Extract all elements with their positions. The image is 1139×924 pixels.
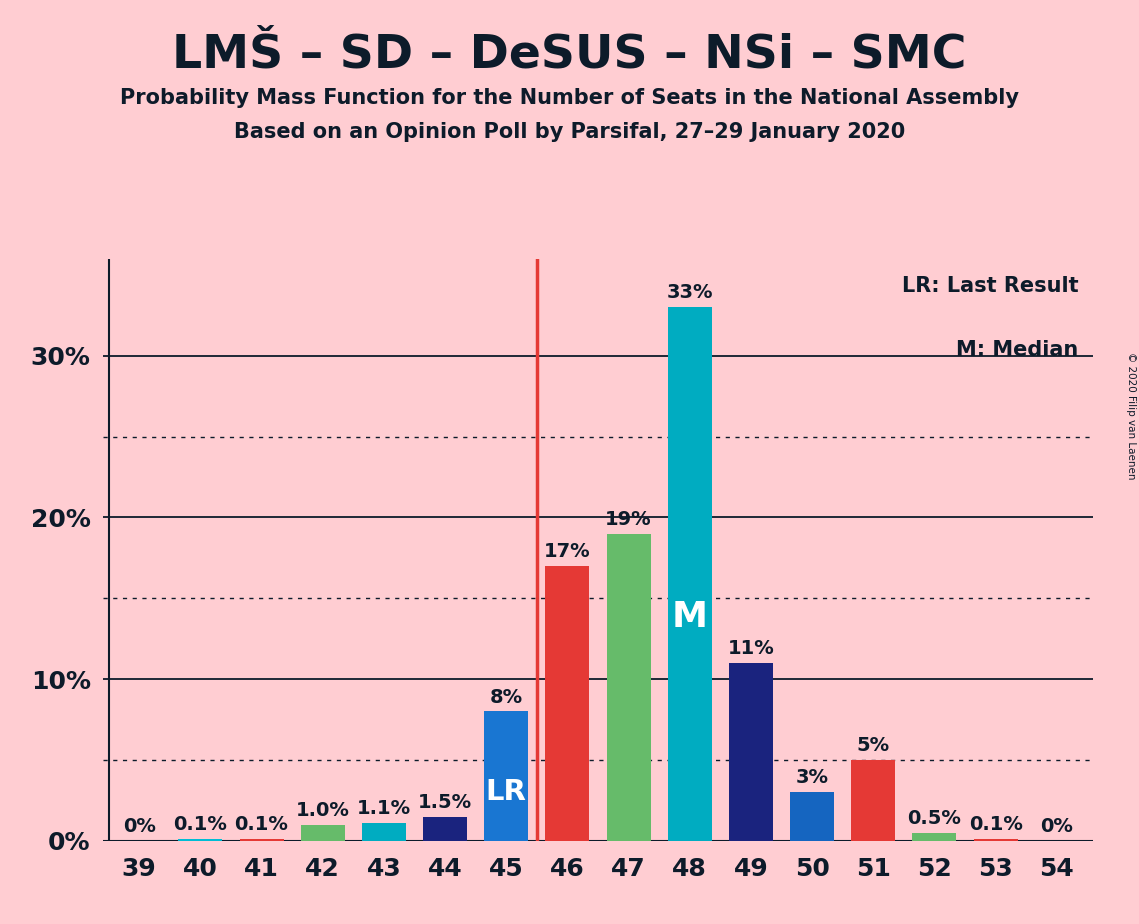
Text: LR: Last Result: LR: Last Result bbox=[902, 276, 1079, 297]
Text: 5%: 5% bbox=[857, 736, 890, 755]
Text: Based on an Opinion Poll by Parsifal, 27–29 January 2020: Based on an Opinion Poll by Parsifal, 27… bbox=[233, 122, 906, 142]
Text: M: Median: M: Median bbox=[957, 340, 1079, 360]
Bar bbox=[423, 817, 467, 841]
Text: 1.1%: 1.1% bbox=[357, 799, 411, 819]
Text: © 2020 Filip van Laenen: © 2020 Filip van Laenen bbox=[1126, 352, 1136, 480]
Bar bbox=[667, 308, 712, 841]
Bar bbox=[239, 839, 284, 841]
Text: 11%: 11% bbox=[728, 639, 775, 658]
Text: 0.5%: 0.5% bbox=[908, 808, 961, 828]
Bar bbox=[729, 663, 773, 841]
Bar bbox=[851, 760, 895, 841]
Text: 1.0%: 1.0% bbox=[296, 801, 350, 820]
Bar bbox=[179, 839, 222, 841]
Text: LR: LR bbox=[486, 778, 526, 806]
Text: 3%: 3% bbox=[795, 769, 828, 787]
Text: 0%: 0% bbox=[123, 817, 156, 836]
Text: 8%: 8% bbox=[490, 687, 523, 707]
Bar bbox=[362, 823, 405, 841]
Text: M: M bbox=[672, 600, 707, 634]
Bar bbox=[484, 711, 528, 841]
Text: 0%: 0% bbox=[1040, 817, 1073, 836]
Text: LMŠ – SD – DeSUS – NSi – SMC: LMŠ – SD – DeSUS – NSi – SMC bbox=[172, 32, 967, 78]
Text: 19%: 19% bbox=[605, 510, 652, 529]
Bar bbox=[790, 793, 834, 841]
Text: 33%: 33% bbox=[666, 284, 713, 302]
Text: Probability Mass Function for the Number of Seats in the National Assembly: Probability Mass Function for the Number… bbox=[120, 88, 1019, 108]
Bar bbox=[974, 839, 1017, 841]
Bar bbox=[546, 565, 589, 841]
Bar bbox=[912, 833, 957, 841]
Bar bbox=[301, 824, 345, 841]
Text: 1.5%: 1.5% bbox=[418, 793, 473, 812]
Text: 0.1%: 0.1% bbox=[173, 815, 228, 834]
Text: 17%: 17% bbox=[544, 542, 591, 561]
Text: 0.1%: 0.1% bbox=[968, 815, 1023, 834]
Text: 0.1%: 0.1% bbox=[235, 815, 288, 834]
Bar bbox=[607, 534, 650, 841]
